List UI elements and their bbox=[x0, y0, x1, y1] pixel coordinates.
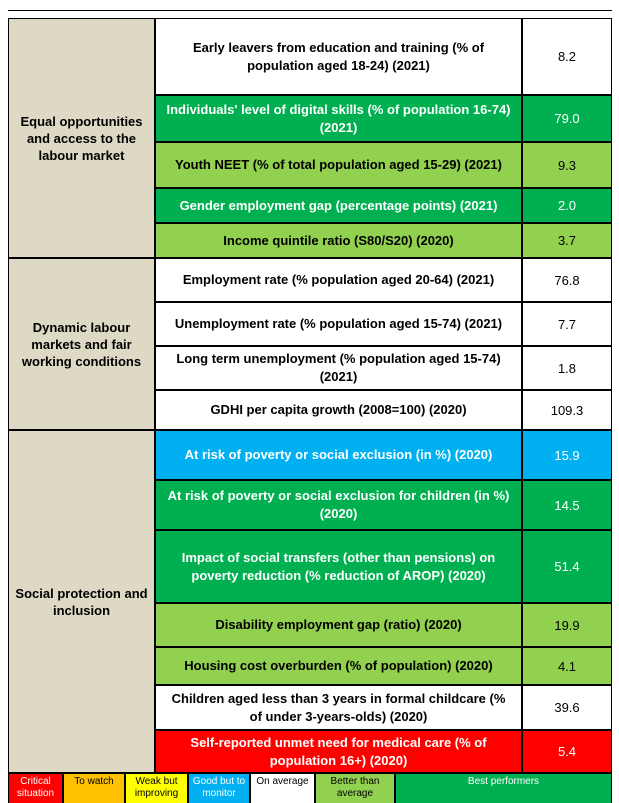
legend-item: Better than average bbox=[315, 773, 395, 803]
indicator-cell: Employment rate (% population aged 20-64… bbox=[155, 258, 522, 302]
value-cell: 79.0 bbox=[522, 95, 612, 142]
value-cell: 4.1 bbox=[522, 647, 612, 685]
value-cell: 14.5 bbox=[522, 480, 612, 530]
indicator-cell: Gender employment gap (percentage points… bbox=[155, 188, 522, 223]
value-cell: 9.3 bbox=[522, 142, 612, 188]
group-label: Equal opportunities and access to the la… bbox=[8, 18, 155, 258]
indicator-cell: Individuals' level of digital skills (% … bbox=[155, 95, 522, 142]
value-cell: 39.6 bbox=[522, 685, 612, 730]
group-label: Social protection and inclusion bbox=[8, 430, 155, 773]
indicator-cell: Housing cost overburden (% of population… bbox=[155, 647, 522, 685]
indicator-cell: GDHI per capita growth (2008=100) (2020) bbox=[155, 390, 522, 430]
indicator-cell: Long term unemployment (% population age… bbox=[155, 346, 522, 390]
indicator-cell: Unemployment rate (% population aged 15-… bbox=[155, 302, 522, 346]
indicator-cell: Impact of social transfers (other than p… bbox=[155, 530, 522, 603]
indicator-cell: Youth NEET (% of total population aged 1… bbox=[155, 142, 522, 188]
value-cell: 76.8 bbox=[522, 258, 612, 302]
value-cell: 7.7 bbox=[522, 302, 612, 346]
legend-item: To watch bbox=[63, 773, 125, 803]
value-cell: 8.2 bbox=[522, 18, 612, 95]
indicator-cell: At risk of poverty or social exclusion f… bbox=[155, 480, 522, 530]
legend-item: Best performers bbox=[395, 773, 612, 803]
group-label: Dynamic labour markets and fair working … bbox=[8, 258, 155, 430]
value-cell: 3.7 bbox=[522, 223, 612, 258]
value-cell: 2.0 bbox=[522, 188, 612, 223]
value-cell: 5.4 bbox=[522, 730, 612, 773]
indicator-cell: At risk of poverty or social exclusion (… bbox=[155, 430, 522, 480]
value-cell: 51.4 bbox=[522, 530, 612, 603]
legend-item: Critical situation bbox=[8, 773, 63, 803]
indicator-cell: Children aged less than 3 years in forma… bbox=[155, 685, 522, 730]
indicator-cell: Disability employment gap (ratio) (2020) bbox=[155, 603, 522, 647]
value-cell: 109.3 bbox=[522, 390, 612, 430]
legend-item: Weak but improving bbox=[125, 773, 188, 803]
indicator-cell: Early leavers from education and trainin… bbox=[155, 18, 522, 95]
legend-item: On average bbox=[250, 773, 315, 803]
value-cell: 19.9 bbox=[522, 603, 612, 647]
legend-item: Good but to monitor bbox=[188, 773, 250, 803]
value-cell: 1.8 bbox=[522, 346, 612, 390]
top-rule bbox=[8, 10, 612, 11]
indicator-cell: Self-reported unmet need for medical car… bbox=[155, 730, 522, 773]
indicator-cell: Income quintile ratio (S80/S20) (2020) bbox=[155, 223, 522, 258]
value-cell: 15.9 bbox=[522, 430, 612, 480]
